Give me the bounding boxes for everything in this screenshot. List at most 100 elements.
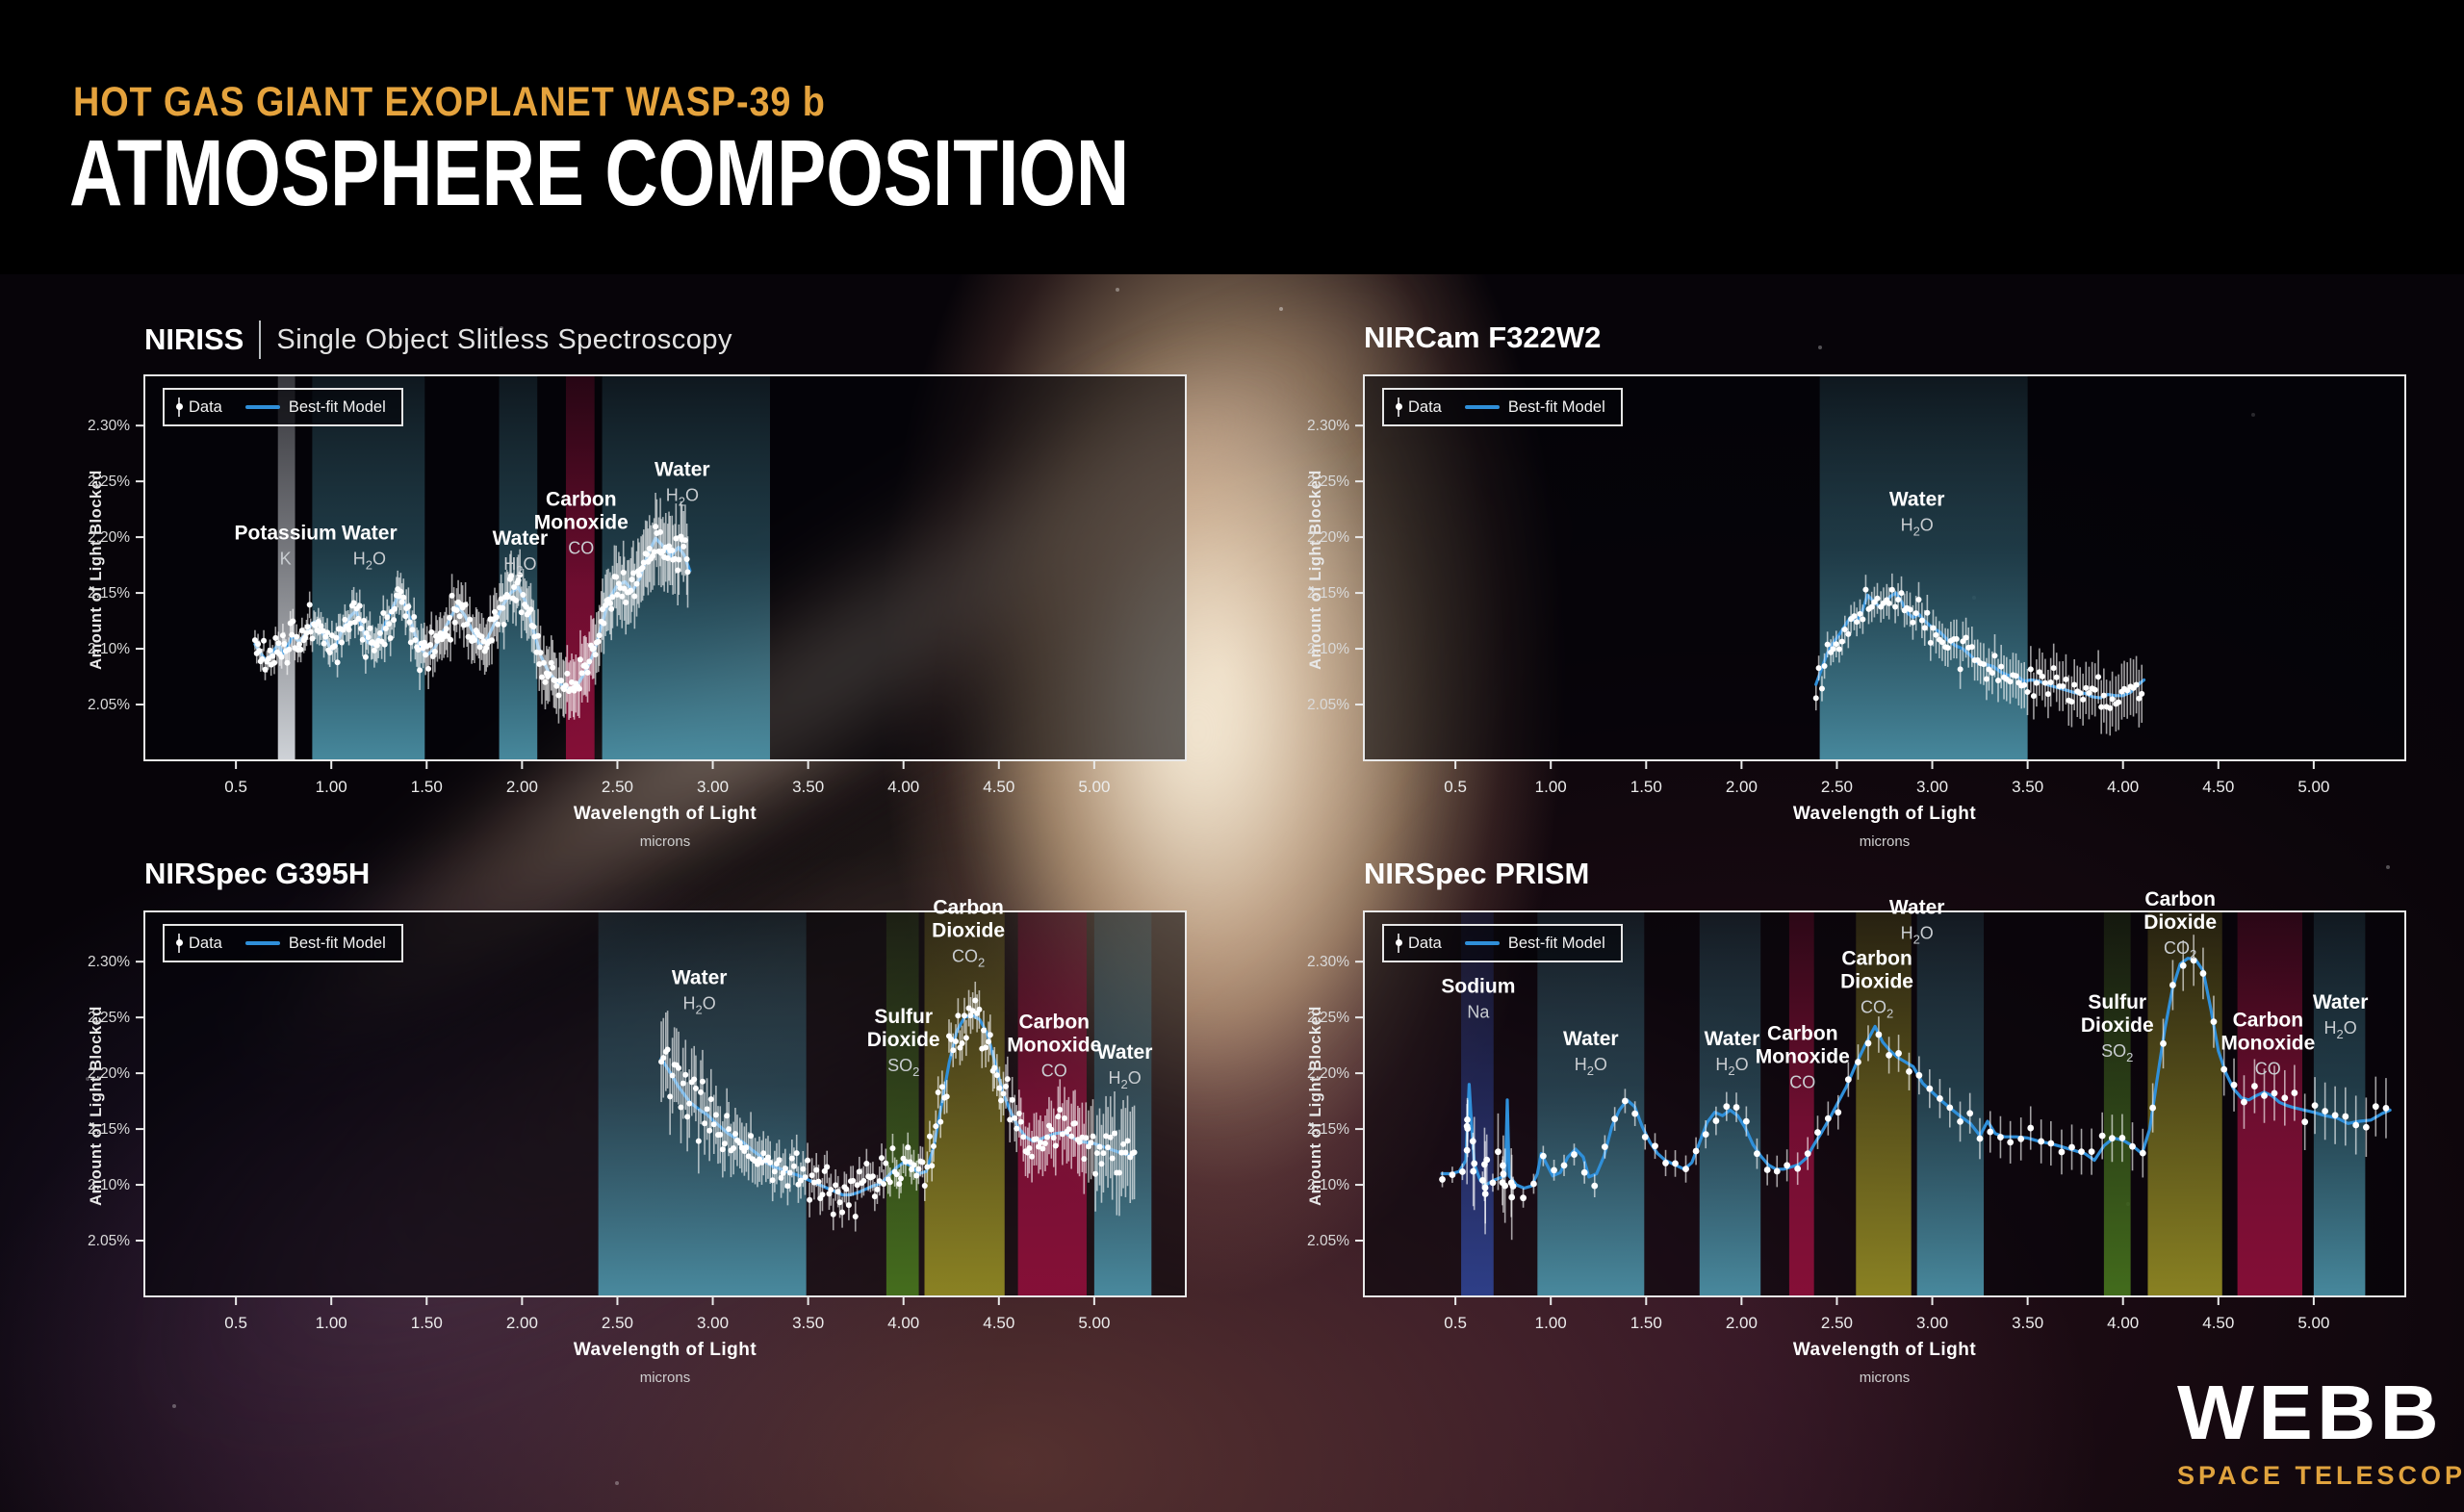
legend: Data Best-fit Model — [163, 924, 403, 962]
svg-text:Carbon: Carbon — [1767, 1022, 1838, 1044]
chart-title: NIRCam F322W2 — [1364, 320, 1602, 354]
x-axis-label: Wavelength of Light microns — [573, 1340, 757, 1386]
svg-text:2.30%: 2.30% — [1307, 418, 1349, 434]
svg-text:Monoxide: Monoxide — [1756, 1045, 1850, 1067]
svg-text:Potassium: Potassium — [235, 522, 337, 544]
data-point-icon — [175, 934, 183, 953]
svg-text:0.5: 0.5 — [1444, 1314, 1467, 1332]
svg-text:3.50: 3.50 — [792, 778, 824, 796]
svg-text:Water: Water — [1563, 1028, 1619, 1050]
svg-text:CO2: CO2 — [2164, 938, 2196, 961]
svg-text:Monoxide: Monoxide — [1007, 1035, 1101, 1057]
svg-text:3.50: 3.50 — [2012, 778, 2043, 796]
chart-title: NIRISS — [144, 322, 244, 356]
spectrum-plot: 2.30% 2.25% 2.20% 2.15% 2.10% 2.05% 0.5 1.00 1.5… — [88, 896, 1187, 1332]
svg-text:2.15%: 2.15% — [88, 585, 130, 602]
svg-text:Sulfur: Sulfur — [2088, 991, 2146, 1013]
svg-text:1.50: 1.50 — [411, 778, 443, 796]
chart-title-row: NIRSpec PRISM — [1364, 857, 1589, 891]
svg-text:H2O: H2O — [2323, 1018, 2356, 1041]
svg-text:2.00: 2.00 — [506, 778, 538, 796]
svg-text:CO: CO — [1041, 1062, 1067, 1081]
spectrum-plot: 2.30% 2.25% 2.20% 2.15% 2.10% 2.05% 0.5 1.00 1.5… — [1307, 374, 2406, 796]
data-point-icon — [1395, 397, 1402, 417]
svg-text:3.00: 3.00 — [697, 1314, 729, 1332]
svg-text:K: K — [280, 549, 292, 568]
svg-text:CO: CO — [568, 539, 594, 558]
svg-text:2.20%: 2.20% — [88, 529, 130, 546]
chart-title-row: NIRCam F322W2 — [1364, 320, 1601, 355]
header-eyebrow: HOT GAS GIANT EXOPLANET WASP-39 b — [73, 79, 826, 125]
svg-text:2.05%: 2.05% — [88, 1233, 130, 1249]
svg-text:CO2: CO2 — [952, 946, 985, 969]
svg-text:2.15%: 2.15% — [1307, 1121, 1349, 1138]
svg-text:2.05%: 2.05% — [1307, 697, 1349, 713]
svg-text:Sulfur: Sulfur — [874, 1006, 933, 1028]
svg-text:SO2: SO2 — [887, 1056, 919, 1079]
svg-text:H2O: H2O — [666, 485, 699, 508]
chart-title-row: NIRISS Single Object Slitless Spectrosco… — [144, 320, 732, 359]
legend-data-label: Data — [189, 934, 222, 952]
svg-text:Dioxide: Dioxide — [2081, 1014, 2154, 1037]
chart-nirspec-prism: NIRSpec PRISM Amount of Light Blocked 2.… — [1301, 857, 2427, 1446]
svg-text:3.00: 3.00 — [697, 778, 729, 796]
svg-text:Water: Water — [1705, 1028, 1760, 1050]
model-line-icon — [244, 941, 280, 945]
svg-text:0.5: 0.5 — [224, 778, 247, 796]
svg-text:2.00: 2.00 — [1726, 1314, 1758, 1332]
svg-text:0.5: 0.5 — [1444, 778, 1467, 796]
svg-text:2.30%: 2.30% — [88, 954, 130, 970]
svg-text:Carbon: Carbon — [933, 896, 1004, 918]
title-divider — [259, 320, 262, 359]
svg-text:2.15%: 2.15% — [1307, 585, 1349, 602]
webb-wordmark: WEBB — [2177, 1370, 2444, 1455]
svg-text:1.00: 1.00 — [1535, 1314, 1567, 1332]
svg-text:2.15%: 2.15% — [88, 1121, 130, 1138]
webb-logo: WEBB SPACE TELESCOPE — [2177, 1374, 2464, 1491]
svg-text:Water: Water — [672, 966, 728, 988]
svg-text:2.20%: 2.20% — [1307, 529, 1349, 546]
svg-text:Carbon: Carbon — [1841, 948, 1912, 970]
svg-text:Water: Water — [654, 458, 710, 480]
svg-text:2.25%: 2.25% — [1307, 1010, 1349, 1026]
legend-model-label: Best-fit Model — [1507, 397, 1605, 416]
svg-text:5.00: 5.00 — [2297, 778, 2329, 796]
svg-text:4.50: 4.50 — [983, 1314, 1014, 1332]
svg-text:1.50: 1.50 — [1630, 1314, 1662, 1332]
svg-text:Dioxide: Dioxide — [932, 919, 1005, 941]
svg-text:5.00: 5.00 — [1078, 778, 1110, 796]
legend-data-label: Data — [1408, 934, 1442, 952]
x-axis-label: Wavelength of Light microns — [1792, 1340, 1977, 1386]
svg-text:Dioxide: Dioxide — [867, 1029, 940, 1051]
chart-nirspec-g395h: NIRSpec G395H Amount of Light Blocked 2.… — [82, 857, 1208, 1446]
svg-text:Sodium: Sodium — [1441, 976, 1515, 998]
data-point-icon — [1395, 934, 1402, 953]
svg-text:4.00: 4.00 — [2107, 1314, 2139, 1332]
svg-text:Carbon: Carbon — [2233, 1009, 2304, 1031]
svg-text:Water: Water — [493, 527, 549, 550]
svg-text:CO: CO — [1789, 1072, 1815, 1091]
svg-text:2.25%: 2.25% — [1307, 474, 1349, 490]
svg-text:H2O: H2O — [1575, 1055, 1607, 1078]
svg-text:Water: Water — [342, 522, 398, 544]
svg-text:1.00: 1.00 — [316, 778, 347, 796]
svg-text:2.50: 2.50 — [1821, 778, 1853, 796]
svg-text:2.05%: 2.05% — [1307, 1233, 1349, 1249]
spectrum-plot: 2.30% 2.25% 2.20% 2.15% 2.10% 2.05% 0.5 1.00 1.5… — [1307, 888, 2406, 1332]
legend-model-label: Best-fit Model — [1507, 934, 1605, 952]
legend: Data Best-fit Model — [1382, 388, 1623, 426]
legend-model-label: Best-fit Model — [288, 397, 386, 416]
chart-title: NIRSpec PRISM — [1364, 857, 1590, 890]
svg-text:2.25%: 2.25% — [88, 474, 130, 490]
svg-text:1.00: 1.00 — [1535, 778, 1567, 796]
svg-text:4.50: 4.50 — [2202, 1314, 2234, 1332]
svg-text:SO2: SO2 — [2101, 1041, 2133, 1064]
svg-text:Water: Water — [2313, 991, 2369, 1013]
svg-text:2.30%: 2.30% — [88, 418, 130, 434]
svg-text:4.50: 4.50 — [2202, 778, 2234, 796]
svg-text:2.10%: 2.10% — [88, 1177, 130, 1193]
svg-text:3.00: 3.00 — [1916, 778, 1948, 796]
svg-text:2.30%: 2.30% — [1307, 954, 1349, 970]
svg-text:H2O: H2O — [1715, 1055, 1748, 1078]
svg-text:H2O: H2O — [503, 554, 536, 577]
